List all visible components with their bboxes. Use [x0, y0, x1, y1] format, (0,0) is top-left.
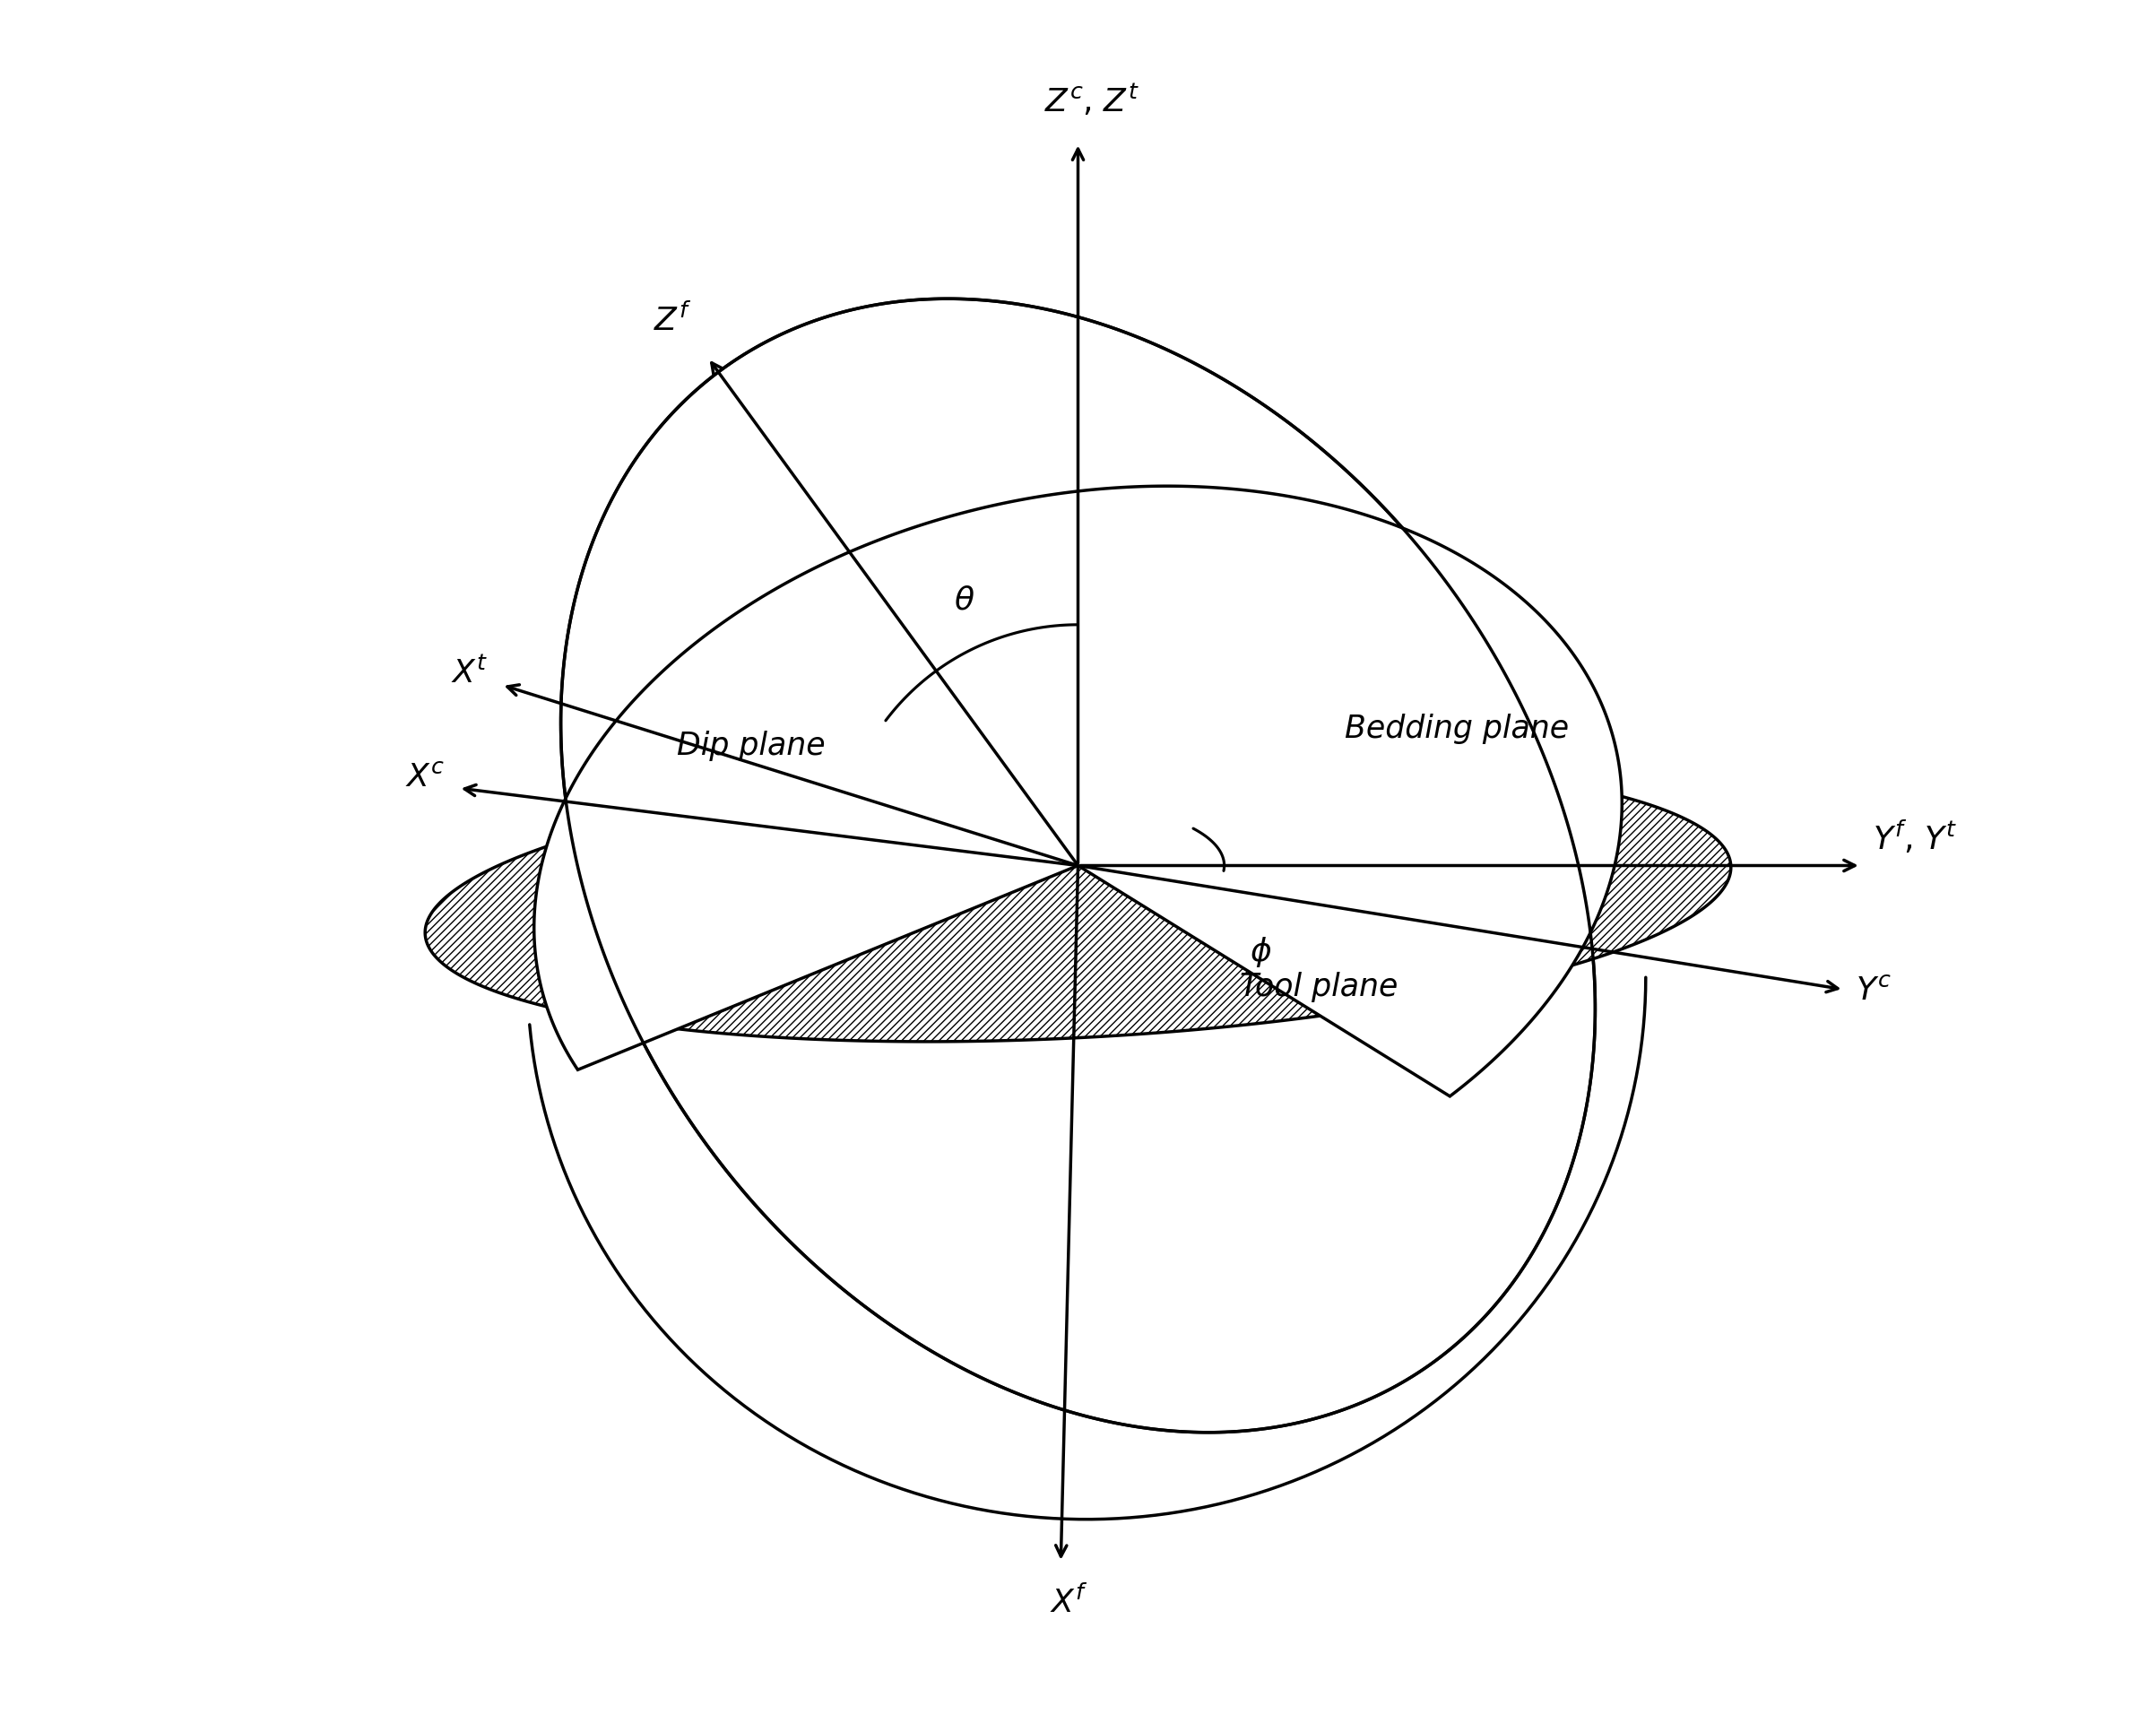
Text: $X^f$: $X^f$ [1050, 1585, 1089, 1618]
Text: $X^c$: $X^c$ [405, 762, 444, 792]
Text: Dip plane: Dip plane [677, 731, 826, 760]
Text: $\phi$: $\phi$ [1250, 935, 1272, 968]
Text: Bedding plane: Bedding plane [1345, 714, 1570, 743]
Text: $Z^c$, $Z^t$: $Z^c$, $Z^t$ [1044, 83, 1138, 118]
Polygon shape [425, 759, 1731, 1043]
Text: $Z^f$: $Z^f$ [653, 303, 690, 336]
Text: $Y^f$, $Y^t$: $Y^f$, $Y^t$ [1874, 819, 1958, 856]
Text: $Y^c$: $Y^c$ [1856, 975, 1891, 1005]
Text: Tool plane: Tool plane [1240, 972, 1397, 1001]
Polygon shape [535, 487, 1621, 1096]
Text: $\theta$: $\theta$ [953, 584, 975, 615]
Polygon shape [561, 300, 1595, 1432]
Text: $X^t$: $X^t$ [451, 658, 487, 689]
